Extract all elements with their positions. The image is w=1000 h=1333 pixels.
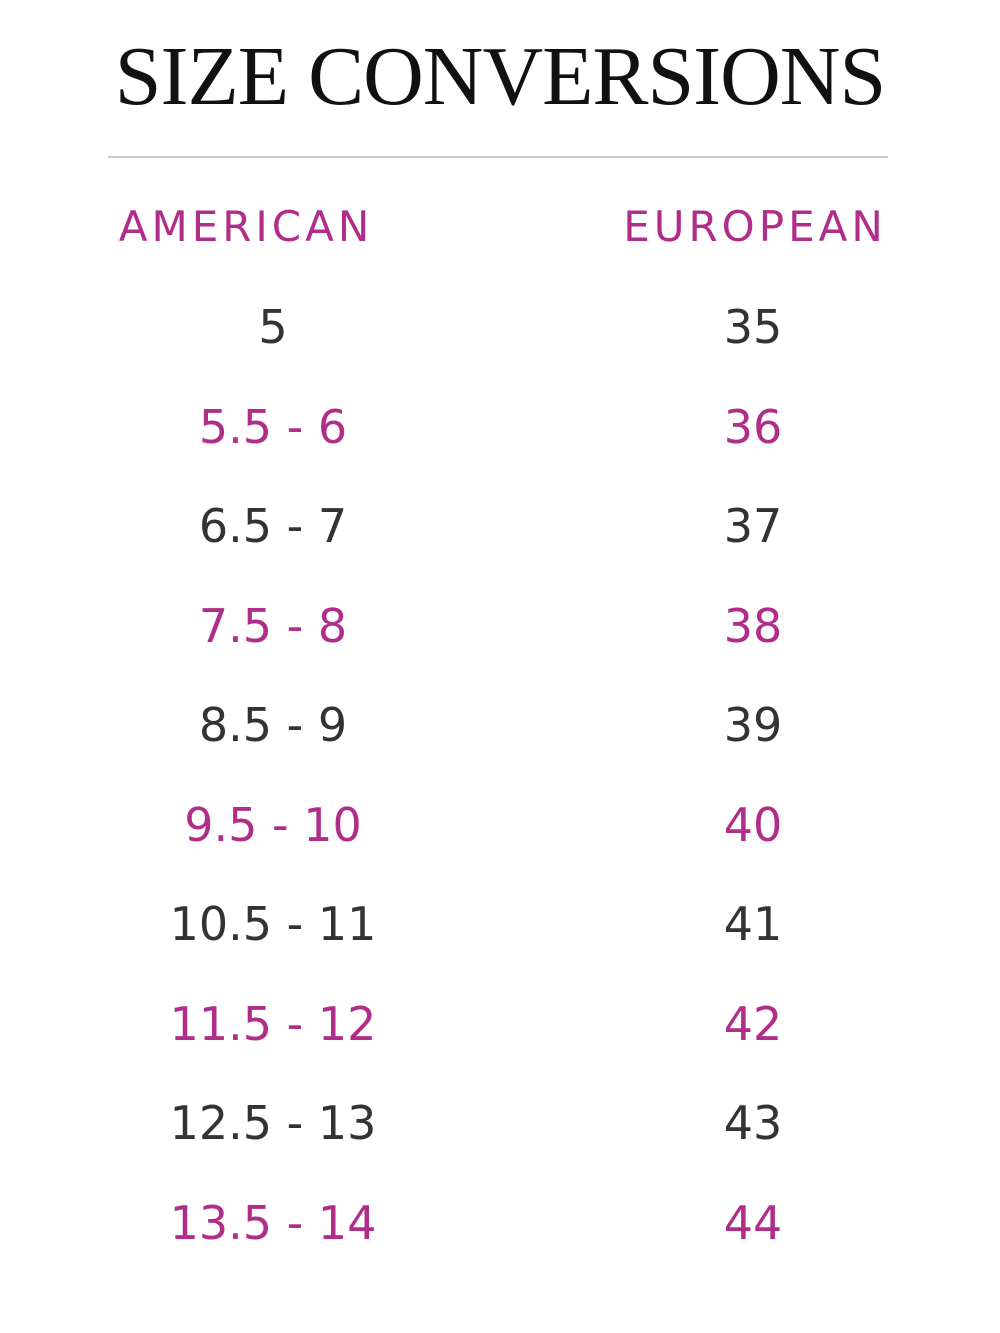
size-cell: 10.5 - 11 bbox=[169, 897, 377, 951]
title: SIZE CONVERSIONS bbox=[114, 30, 886, 123]
size-cell: 13.5 - 14 bbox=[169, 1195, 377, 1250]
size-cell: 44 bbox=[723, 1195, 783, 1250]
size-cell: 36 bbox=[723, 399, 783, 454]
size-cell: 39 bbox=[723, 698, 783, 752]
size-cell: 37 bbox=[723, 499, 783, 553]
size-cell: 41 bbox=[723, 897, 783, 951]
size-cell: 5.5 - 6 bbox=[198, 399, 348, 454]
size-cell: 9.5 - 10 bbox=[184, 797, 362, 852]
divider bbox=[108, 156, 888, 158]
size-cell: 11.5 - 12 bbox=[169, 996, 377, 1051]
size-cell: 5 bbox=[258, 300, 288, 354]
size-cell: 7.5 - 8 bbox=[198, 598, 348, 653]
size-cell: 43 bbox=[723, 1096, 783, 1150]
column-header: AMERICAN bbox=[118, 202, 374, 251]
size-cell: 40 bbox=[723, 797, 783, 852]
size-cell: 6.5 - 7 bbox=[198, 499, 348, 553]
size-cell: 42 bbox=[723, 996, 783, 1051]
column-header: EUROPEAN bbox=[623, 202, 887, 251]
size-cell: 12.5 - 13 bbox=[169, 1096, 377, 1150]
size-cell: 38 bbox=[723, 598, 783, 653]
size-cell: 8.5 - 9 bbox=[198, 698, 348, 752]
size-cell: 35 bbox=[723, 300, 783, 354]
